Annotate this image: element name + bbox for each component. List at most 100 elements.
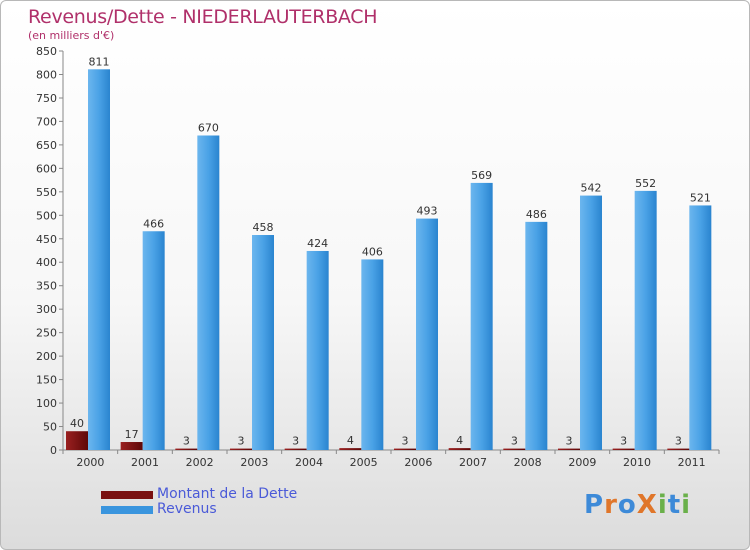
y-tick-label: 0 xyxy=(50,444,57,457)
debt-value-label: 3 xyxy=(511,435,518,448)
logo-letter: X xyxy=(636,490,658,520)
debt-bar xyxy=(120,442,143,450)
x-tick-label: 2002 xyxy=(186,456,214,469)
revenue-value-label: 670 xyxy=(198,121,219,134)
debt-bar xyxy=(612,448,635,450)
revenue-value-label: 486 xyxy=(526,208,547,221)
debt-value-label: 3 xyxy=(238,435,245,448)
x-tick-label: 2000 xyxy=(76,456,104,469)
y-tick-label: 750 xyxy=(36,92,57,105)
logo-letter: o xyxy=(617,490,637,520)
logo-letter: P xyxy=(584,490,605,520)
debt-bar xyxy=(230,448,252,450)
revenue-bar xyxy=(689,205,712,450)
debt-value-label: 3 xyxy=(292,435,299,448)
revenue-bar xyxy=(416,218,438,450)
revenue-value-label: 542 xyxy=(581,182,602,195)
debt-bar xyxy=(66,431,88,450)
y-tick-label: 150 xyxy=(36,374,57,387)
debt-bar xyxy=(503,448,526,450)
legend: Montant de la Dette Revenus xyxy=(101,487,297,517)
debt-value-label: 40 xyxy=(70,417,84,430)
chart-subtitle: (en milliers d'€) xyxy=(28,29,115,42)
debt-value-label: 3 xyxy=(675,435,682,448)
debt-value-label: 4 xyxy=(456,434,463,447)
y-tick-label: 50 xyxy=(43,421,57,434)
y-tick-label: 700 xyxy=(36,115,57,128)
revenue-bar xyxy=(634,190,657,450)
y-tick-label: 450 xyxy=(36,233,57,246)
revenue-value-label: 552 xyxy=(635,177,656,190)
logo-letter: t xyxy=(667,490,682,520)
revenue-bar xyxy=(197,135,220,450)
legend-label-revenus: Revenus xyxy=(157,501,217,517)
debt-value-label: 3 xyxy=(183,435,190,448)
y-tick-label: 650 xyxy=(36,139,57,152)
debt-bar xyxy=(175,448,198,450)
x-tick-label: 2004 xyxy=(295,456,323,469)
y-tick-label: 250 xyxy=(36,327,57,340)
y-tick-label: 300 xyxy=(36,303,57,316)
revenue-value-label: 493 xyxy=(417,205,438,218)
revenue-value-label: 811 xyxy=(89,55,110,68)
debt-bar xyxy=(339,448,362,450)
revenue-bar xyxy=(361,259,384,450)
x-tick-label: 2007 xyxy=(459,456,487,469)
x-tick-label: 2003 xyxy=(240,456,268,469)
debt-bar xyxy=(558,448,580,450)
y-tick-label: 400 xyxy=(36,256,57,269)
revenue-value-label: 569 xyxy=(471,169,492,182)
debt-bar xyxy=(448,448,471,450)
y-tick-label: 800 xyxy=(36,68,57,81)
x-tick-label: 2005 xyxy=(350,456,378,469)
chart-title: Revenus/Dette - NIEDERLAUTERBACH xyxy=(28,6,378,28)
legend-swatch-dette xyxy=(101,490,153,499)
x-tick-label: 2006 xyxy=(404,456,432,469)
revenue-bar xyxy=(142,231,165,450)
legend-label-dette: Montant de la Dette xyxy=(157,486,298,502)
x-tick-label: 2008 xyxy=(514,456,542,469)
proxiti-logo: ProXiti xyxy=(584,490,691,520)
revenue-bar xyxy=(306,250,329,450)
revenue-value-label: 406 xyxy=(362,245,383,258)
revenue-bar xyxy=(580,195,602,450)
legend-item-dette: Montant de la Dette xyxy=(101,487,297,502)
x-tick-label: 2001 xyxy=(131,456,159,469)
logo-letter: i xyxy=(681,490,692,520)
debt-value-label: 3 xyxy=(620,435,627,448)
y-tick-label: 600 xyxy=(36,162,57,175)
x-tick-label: 2009 xyxy=(568,456,596,469)
x-tick-label: 2010 xyxy=(623,456,651,469)
debt-value-label: 17 xyxy=(125,428,139,441)
debt-value-label: 3 xyxy=(566,435,573,448)
revenue-value-label: 521 xyxy=(690,191,711,204)
x-tick-label: 2011 xyxy=(678,456,706,469)
logo-letter: i xyxy=(657,490,668,520)
x-axis: 2000 2001 2002 2003 2004 2005 2006 2007 2008 2009… xyxy=(62,449,720,469)
debt-bar xyxy=(284,448,307,450)
debt-value-label: 4 xyxy=(347,434,354,447)
debt-bar xyxy=(667,448,690,450)
bars xyxy=(66,69,712,450)
y-tick-label: 850 xyxy=(36,45,57,58)
revenue-bar xyxy=(252,235,274,450)
data-labels: 40 811 17 466 3 670 3 458 3 424 4 406 3 493 4 569 3 486 3 5… xyxy=(70,55,711,447)
legend-item-revenus: Revenus xyxy=(101,502,297,517)
revenue-bar xyxy=(525,221,548,450)
y-tick-label: 350 xyxy=(36,280,57,293)
y-tick-label: 500 xyxy=(36,209,57,222)
debt-value-label: 3 xyxy=(402,435,409,448)
logo-letter: r xyxy=(604,490,618,520)
revenue-value-label: 458 xyxy=(253,221,274,234)
legend-swatch-revenus xyxy=(101,505,153,514)
y-axis: 0 50 100 150 200 250 300 350 400 450 500 550 600 650 7… xyxy=(36,45,64,457)
debt-bar xyxy=(394,448,416,450)
revenue-bar xyxy=(470,182,493,450)
revenue-bar xyxy=(88,69,110,450)
y-tick-label: 100 xyxy=(36,397,57,410)
revenue-value-label: 424 xyxy=(307,237,328,250)
y-tick-label: 200 xyxy=(36,350,57,363)
revenue-value-label: 466 xyxy=(143,217,164,230)
